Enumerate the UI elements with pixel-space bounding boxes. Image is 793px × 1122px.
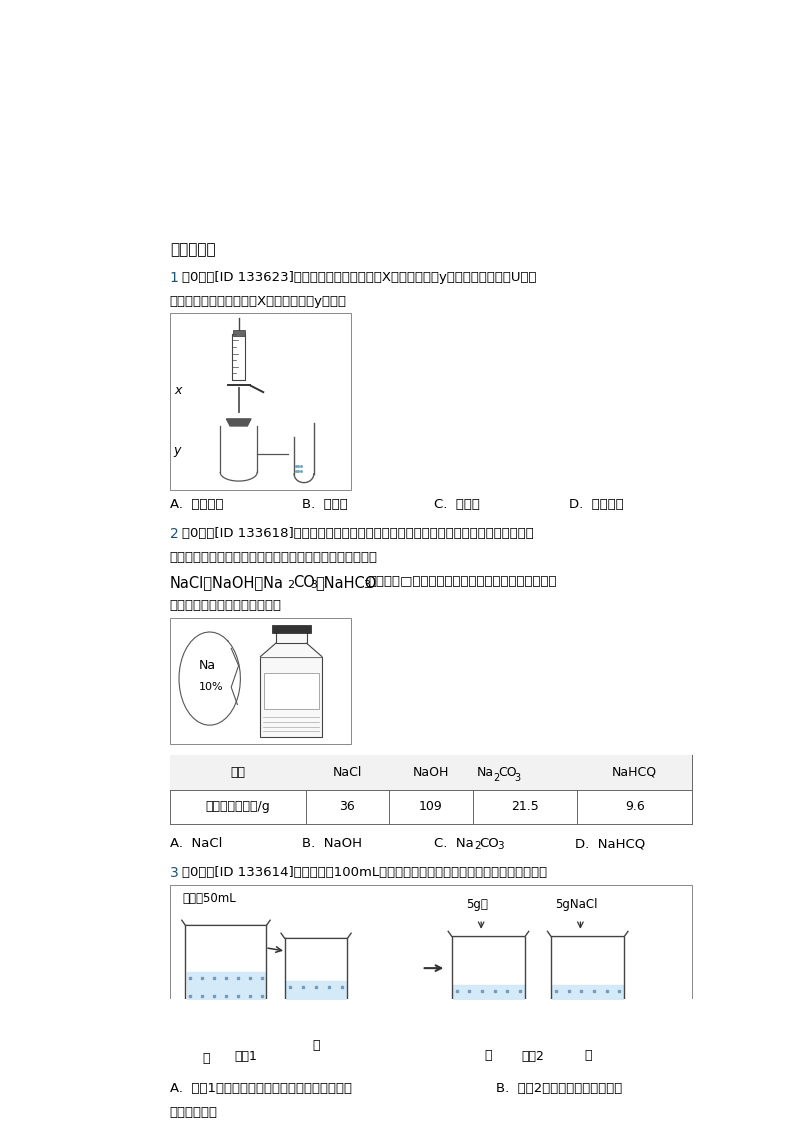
- Text: B.  NaOH: B. NaOH: [302, 837, 362, 850]
- Text: （0分）[ID 133623]按如图所示装置，将液体X注入装有固体y的试管中，会导致U形管: （0分）[ID 133623]按如图所示装置，将液体X注入装有固体y的试管中，会…: [182, 272, 537, 284]
- Text: 3: 3: [363, 580, 370, 590]
- Bar: [232, 330, 245, 335]
- Text: 2: 2: [474, 842, 481, 852]
- Text: NaCl: NaCl: [333, 765, 362, 779]
- Text: 1: 1: [170, 272, 178, 285]
- Bar: [170, 884, 692, 1070]
- Text: B.  氯化钠: B. 氯化钠: [302, 498, 347, 512]
- Text: 乙: 乙: [584, 1049, 592, 1061]
- Text: x: x: [174, 384, 182, 397]
- Text: 实验1: 实验1: [234, 1050, 257, 1064]
- Text: 5gNaCl: 5gNaCl: [555, 898, 597, 911]
- Text: 109: 109: [419, 800, 442, 813]
- Text: 的不饱和溶液: 的不饱和溶液: [170, 1105, 218, 1119]
- Text: 10%: 10%: [274, 692, 297, 702]
- Text: 3: 3: [514, 773, 520, 783]
- Text: 中右端液面升高。若液体X是水，则固体y可能是: 中右端液面升高。若液体X是水，则固体y可能是: [170, 295, 347, 309]
- Bar: [260, 656, 322, 737]
- Bar: [170, 755, 692, 790]
- Text: CO: CO: [293, 576, 315, 590]
- Text: 2: 2: [494, 773, 500, 783]
- Text: 36: 36: [339, 800, 355, 813]
- Text: 2: 2: [287, 580, 294, 590]
- Text: C.  硝酸铵: C. 硝酸铵: [434, 498, 480, 512]
- Text: 2: 2: [170, 527, 178, 541]
- Text: 5g水: 5g水: [466, 898, 488, 911]
- Bar: [170, 313, 351, 489]
- Text: CO: CO: [480, 837, 500, 850]
- Bar: [170, 618, 351, 744]
- Text: D.  NaHCQ: D. NaHCQ: [576, 837, 646, 850]
- Bar: [271, 625, 311, 633]
- Text: 转移出50mL: 转移出50mL: [182, 892, 236, 905]
- Text: 9.6: 9.6: [625, 800, 645, 813]
- Polygon shape: [260, 643, 322, 656]
- Bar: [263, 673, 319, 709]
- Text: 甲: 甲: [202, 1052, 209, 1066]
- Text: 常温下的溶解度/g: 常温下的溶解度/g: [205, 800, 270, 813]
- Text: NaHCQ: NaHCQ: [612, 765, 657, 779]
- Text: NaOH: NaOH: [413, 765, 449, 779]
- Polygon shape: [227, 419, 251, 426]
- Text: C.  Na: C. Na: [434, 837, 474, 850]
- Text: （0分）[ID 133614]常温下，对100mL氯化钠饱和溶液进图示实验。下列分析错误的是: （0分）[ID 133614]常温下，对100mL氯化钠饱和溶液进图示实验。下列…: [182, 865, 547, 879]
- Text: （0分）[ID 133618]某同学在帮助实验员整理化学试剂时发现了一瓶标签残缺的无色溶液: （0分）[ID 133618]某同学在帮助实验员整理化学试剂时发现了一瓶标签残缺…: [182, 527, 534, 540]
- Text: 3: 3: [170, 865, 178, 880]
- Text: A.  实验1后，甲、乙中溶液的溶质质量分数相等: A. 实验1后，甲、乙中溶液的溶质质量分数相等: [170, 1082, 352, 1095]
- Text: （如图所示），经实验员分析可知原瓶溶液中的溶质可能是: （如图所示），经实验员分析可知原瓶溶液中的溶质可能是: [170, 551, 377, 564]
- Text: 一、选择题: 一、选择题: [170, 242, 216, 258]
- Text: 21.5: 21.5: [511, 800, 539, 813]
- Text: y: y: [173, 444, 180, 458]
- Text: 甲: 甲: [485, 1049, 492, 1061]
- Text: 、NaHCO: 、NaHCO: [316, 576, 377, 590]
- Text: A.  NaCl: A. NaCl: [170, 837, 222, 850]
- Text: Na: Na: [477, 765, 493, 779]
- Text: 乙: 乙: [312, 1039, 320, 1052]
- Text: 物质: 物质: [230, 765, 245, 779]
- Text: 中的一种□上述四种物质的溶解度如下，据此可知该: 中的一种□上述四种物质的溶解度如下，据此可知该: [368, 576, 557, 588]
- Text: Na: Na: [198, 659, 216, 672]
- Text: B.  实验2后，甲中溶液为氯化钠: B. 实验2后，甲中溶液为氯化钠: [496, 1082, 622, 1095]
- Text: NaCl、NaOH、Na: NaCl、NaOH、Na: [170, 576, 284, 590]
- Text: A.  氢氧化钠: A. 氢氧化钠: [170, 498, 224, 512]
- Text: Na: Na: [276, 678, 291, 687]
- Text: 溶液中的溶质一定不是（　　）: 溶液中的溶质一定不是（ ）: [170, 599, 282, 613]
- Text: CO: CO: [499, 765, 517, 779]
- Text: 10%: 10%: [198, 682, 224, 692]
- Text: 实验2: 实验2: [522, 1050, 544, 1064]
- Text: 3: 3: [497, 842, 504, 852]
- Bar: [276, 632, 307, 643]
- Text: D.  二氧化锰: D. 二氧化锰: [569, 498, 624, 512]
- Text: 3: 3: [311, 580, 317, 590]
